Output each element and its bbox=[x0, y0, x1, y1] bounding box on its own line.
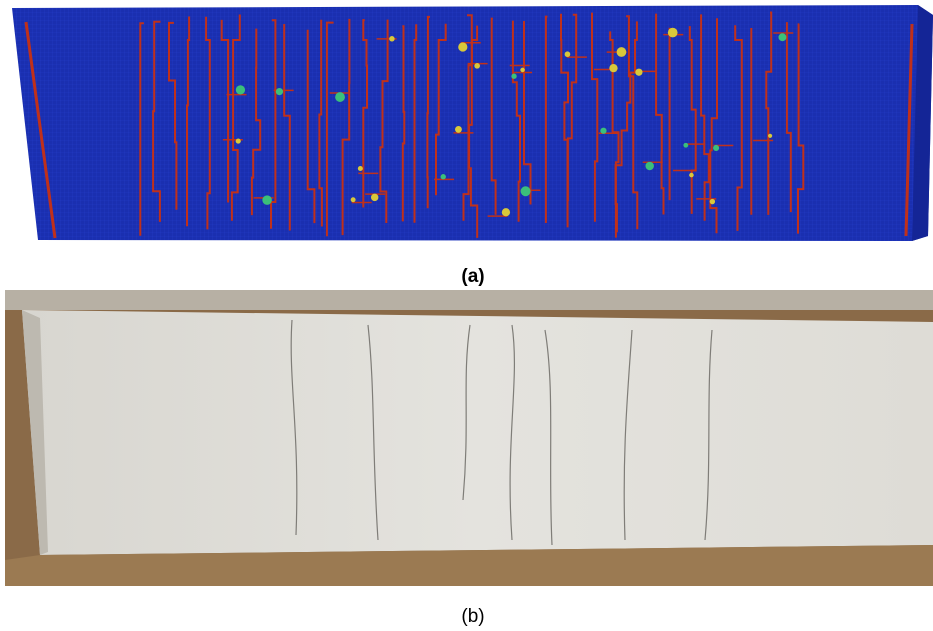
damage-spot bbox=[667, 27, 678, 38]
beam-end bbox=[912, 5, 933, 241]
crack-line bbox=[306, 29, 316, 224]
photo-cracks bbox=[290, 319, 713, 546]
damage-spot bbox=[455, 125, 462, 133]
damage-spot bbox=[645, 161, 654, 171]
damage-spot bbox=[511, 73, 517, 79]
crack-line bbox=[591, 12, 599, 222]
crack-line bbox=[523, 21, 532, 205]
damage-spot bbox=[778, 33, 787, 42]
crack-line bbox=[270, 19, 277, 229]
damage-spot bbox=[600, 127, 607, 134]
damage-spot bbox=[683, 142, 689, 148]
crack-line bbox=[655, 13, 665, 215]
caption: (a) bbox=[461, 266, 484, 287]
crack-line bbox=[186, 16, 191, 227]
crack-line bbox=[318, 19, 323, 227]
damage-spot bbox=[458, 42, 468, 52]
crack-line bbox=[205, 16, 211, 230]
crack-line bbox=[341, 18, 351, 236]
photo-panel: (b) bbox=[5, 290, 933, 627]
crack-line bbox=[152, 20, 161, 222]
damage-spot bbox=[389, 36, 395, 42]
crack-line bbox=[709, 18, 718, 234]
crack-line bbox=[511, 20, 521, 222]
crack-line bbox=[413, 24, 418, 223]
crack-line bbox=[765, 11, 773, 215]
damage-spot bbox=[609, 63, 618, 73]
crack-line bbox=[614, 21, 638, 233]
crack-line bbox=[283, 24, 291, 231]
crack-line bbox=[566, 13, 578, 228]
damage-spot bbox=[501, 208, 511, 217]
crack-line bbox=[797, 23, 805, 234]
caption: (b) bbox=[461, 606, 484, 627]
crack-line bbox=[426, 15, 430, 209]
damage-spot bbox=[564, 51, 571, 58]
floor bbox=[5, 545, 933, 586]
crack-line bbox=[700, 14, 710, 221]
damage-spot bbox=[275, 87, 284, 96]
crack-line bbox=[325, 21, 334, 237]
crack-line bbox=[230, 14, 241, 221]
damage-spot bbox=[689, 172, 694, 178]
damage-spot bbox=[474, 62, 480, 69]
crack-line bbox=[734, 25, 743, 231]
crack-line bbox=[785, 22, 792, 213]
crack-line bbox=[220, 19, 230, 203]
concrete-beam bbox=[22, 310, 933, 555]
damage-spot bbox=[262, 195, 272, 205]
crack-line bbox=[401, 25, 406, 222]
damage-spot bbox=[520, 186, 531, 197]
crack-line bbox=[462, 25, 479, 221]
crack-line bbox=[362, 19, 368, 208]
damage-spot bbox=[235, 138, 241, 144]
wall bbox=[5, 290, 933, 310]
damage-spot bbox=[357, 166, 363, 172]
crack-line bbox=[250, 28, 262, 216]
crack-line bbox=[490, 17, 497, 215]
crack-line bbox=[688, 26, 697, 214]
beam-end bbox=[22, 310, 48, 555]
crack-line bbox=[379, 19, 389, 223]
damage-spot bbox=[713, 144, 720, 152]
damage-spot bbox=[350, 197, 356, 203]
simulation-panel: (a) bbox=[12, 5, 933, 287]
crack-pattern bbox=[24, 11, 914, 239]
damage-spot bbox=[440, 174, 446, 180]
damage-spot bbox=[616, 47, 627, 57]
damage-spot bbox=[520, 67, 525, 73]
crack-line bbox=[168, 21, 178, 210]
damage-spot bbox=[709, 198, 716, 205]
crack-line bbox=[435, 23, 447, 196]
crack-line bbox=[544, 15, 548, 223]
crack-line bbox=[626, 15, 639, 230]
damage-spot bbox=[335, 92, 345, 102]
damage-spot bbox=[768, 133, 773, 138]
damage-spot bbox=[635, 68, 643, 76]
damage-spot bbox=[235, 85, 246, 95]
damage-spot bbox=[370, 193, 379, 202]
crack-line bbox=[139, 22, 144, 236]
